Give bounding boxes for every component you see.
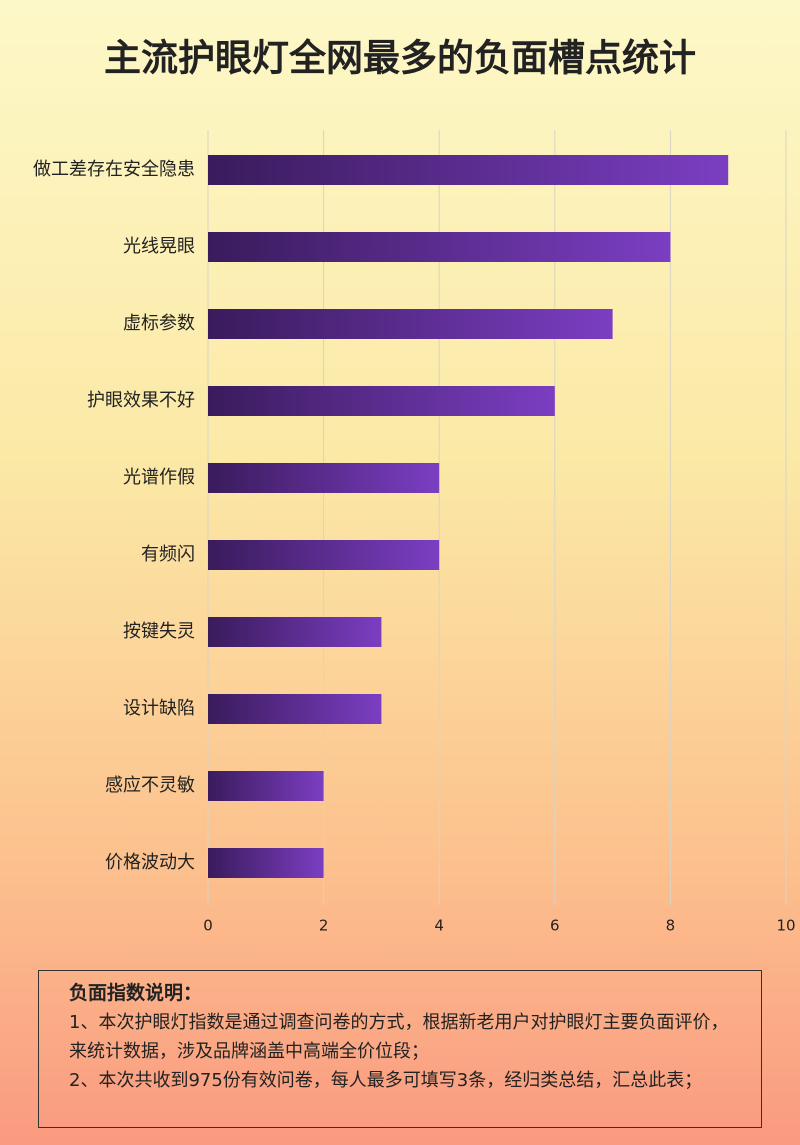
x-tick-label: 10 xyxy=(776,917,795,935)
note-box: 负面指数说明： 1、本次护眼灯指数是通过调查问卷的方式，根据新老用户对护眼灯主要… xyxy=(38,970,762,1128)
bar xyxy=(208,848,324,878)
x-tick-label: 4 xyxy=(434,917,444,935)
x-tick-label: 6 xyxy=(550,917,560,935)
chart-title: 主流护眼灯全网最多的负面槽点统计 xyxy=(104,37,696,80)
y-tick-label: 有频闪 xyxy=(141,544,195,565)
y-tick-label: 护眼效果不好 xyxy=(87,390,195,411)
y-tick-label: 感应不灵敏 xyxy=(105,775,195,796)
note-paragraph: 2、本次共收到975份有效问卷，每人最多可填写3条，经归类总结，汇总此表； xyxy=(69,1070,703,1091)
bar xyxy=(208,694,382,724)
bar xyxy=(208,232,671,262)
bar xyxy=(208,463,440,493)
bar xyxy=(208,155,729,185)
y-tick-label: 虚标参数 xyxy=(123,313,195,334)
y-tick-label: 做工差存在安全隐患 xyxy=(33,159,195,180)
bar xyxy=(208,617,382,647)
note-paragraph: 1、本次护眼灯指数是通过调查问卷的方式，根据新老用户对护眼灯主要负面评价，来统计… xyxy=(69,1012,729,1062)
note-title: 负面指数说明： xyxy=(69,982,203,1004)
x-tick-label: 8 xyxy=(666,917,676,935)
bar xyxy=(208,771,324,801)
y-tick-label: 光谱作假 xyxy=(123,467,195,488)
bar xyxy=(208,309,613,339)
x-tick-label: 2 xyxy=(319,917,329,935)
y-tick-label: 价格波动大 xyxy=(105,852,195,873)
chart: 主流护眼灯全网最多的负面槽点统计 0 2 4 6 8 10 做工差存在安全隐患光线晃眼虚标参… xyxy=(33,37,796,935)
y-tick-label: 光线晃眼 xyxy=(123,236,195,257)
bar xyxy=(208,386,555,416)
y-tick-label: 按键失灵 xyxy=(123,621,195,642)
x-tick-label: 0 xyxy=(203,917,213,935)
bar xyxy=(208,540,440,570)
y-tick-label: 设计缺陷 xyxy=(123,698,195,719)
